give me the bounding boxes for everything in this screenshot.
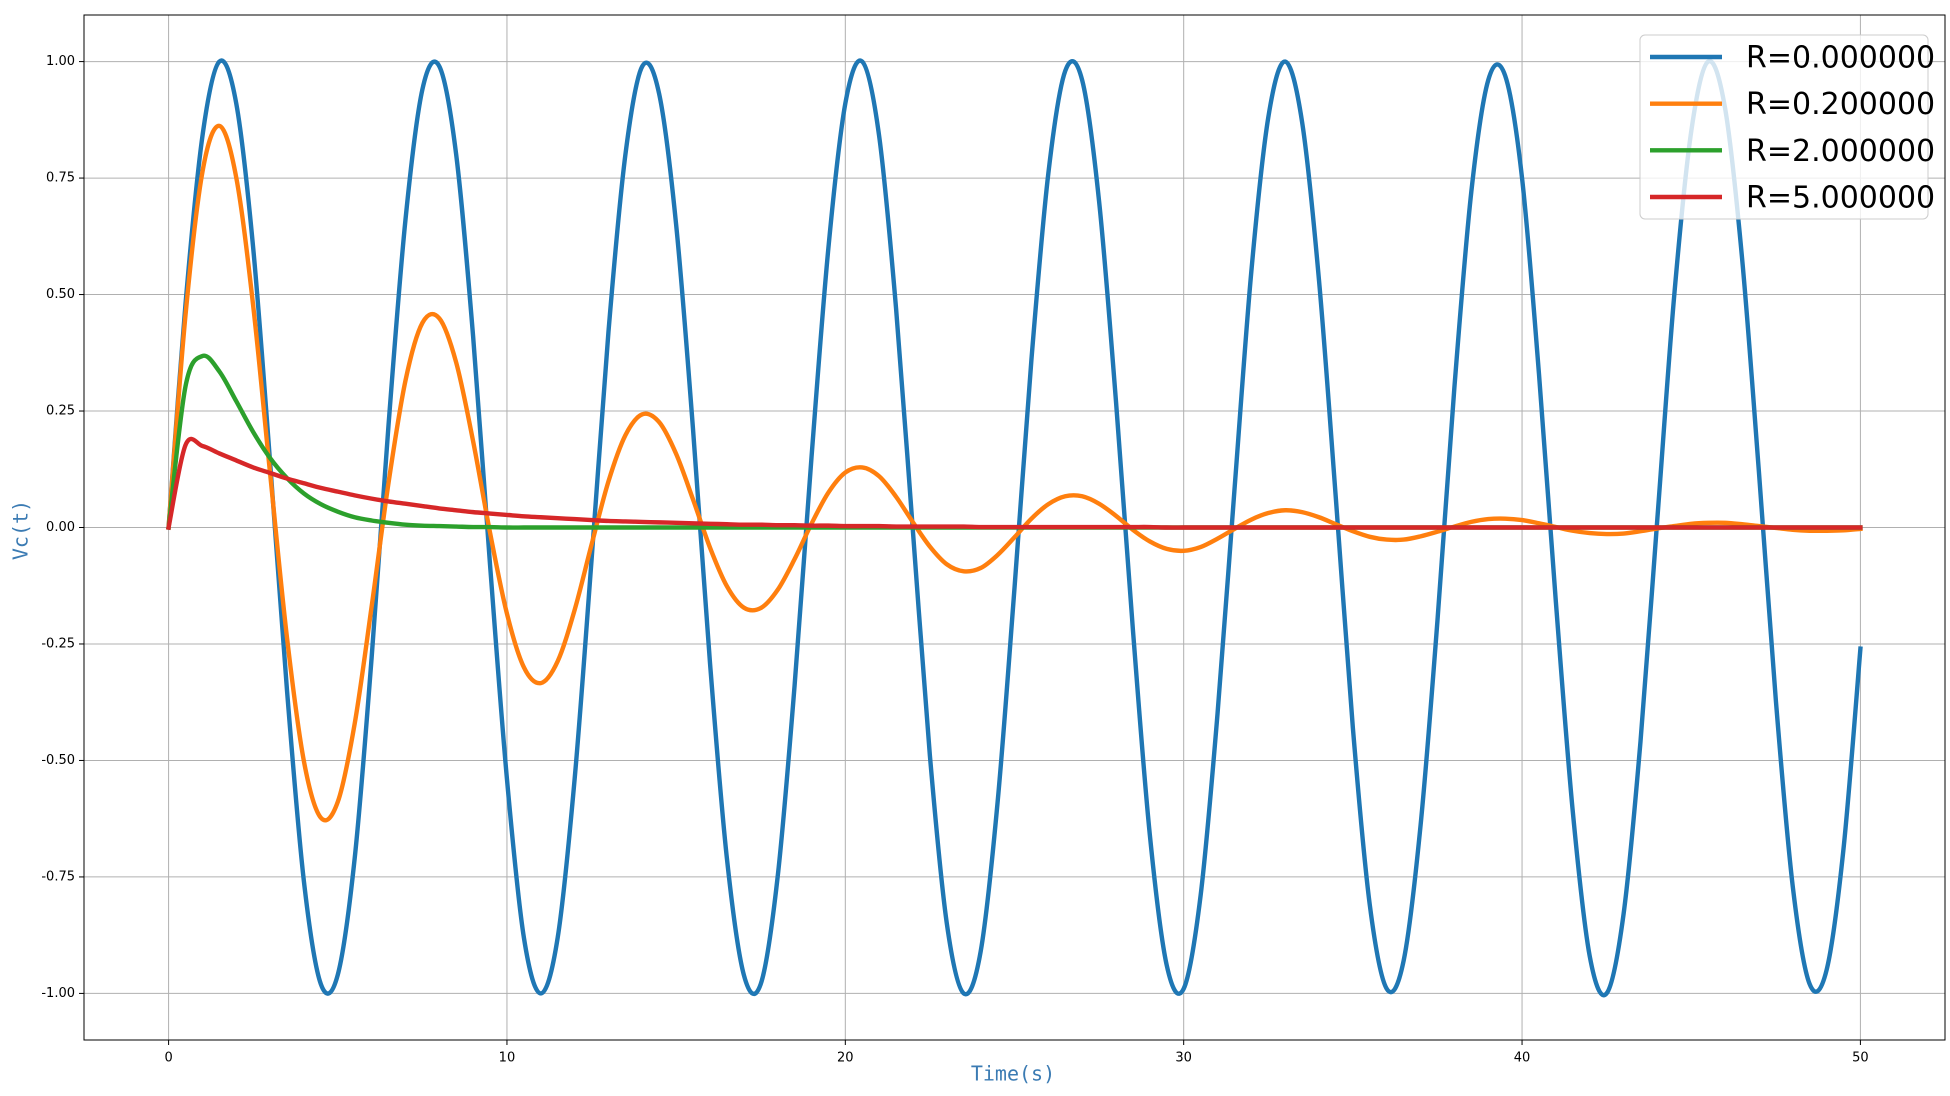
y-tick-label: -0.50 — [41, 753, 75, 768]
y-tick-label: -0.25 — [41, 636, 75, 651]
legend-label: R=0.000000 — [1746, 41, 1935, 76]
data-line — [165, 436, 1863, 531]
y-tick-label: 0.25 — [46, 404, 75, 419]
x-tick-label: 40 — [1514, 1051, 1531, 1066]
y-tick-label: 0.75 — [46, 171, 75, 186]
data-line — [166, 58, 1863, 998]
x-tick-label: 20 — [837, 1051, 854, 1066]
x-tick-label: 30 — [1175, 1051, 1192, 1066]
data-line — [166, 353, 1863, 530]
data-line — [166, 123, 1863, 823]
axes-frame — [83, 14, 1946, 1041]
legend-label: R=0.200000 — [1746, 87, 1935, 122]
y-tick-label: 1.00 — [46, 54, 75, 69]
legend-label: R=2.000000 — [1746, 134, 1935, 169]
legend-box — [1639, 34, 1929, 220]
y-tick-label: -0.75 — [41, 869, 75, 884]
x-tick-label: 10 — [499, 1051, 516, 1066]
y-tick-label: -1.00 — [41, 986, 75, 1001]
y-tick-label: 0.50 — [46, 287, 75, 302]
legend-label: R=5.000000 — [1746, 181, 1935, 216]
x-tick-label: 50 — [1852, 1051, 1869, 1066]
x-tick-label: 0 — [164, 1051, 172, 1066]
x-axis-label: Time(s) — [971, 1062, 1055, 1086]
y-tick-label: 0.00 — [46, 520, 75, 535]
y-axis-label: Vc(t) — [9, 500, 33, 560]
